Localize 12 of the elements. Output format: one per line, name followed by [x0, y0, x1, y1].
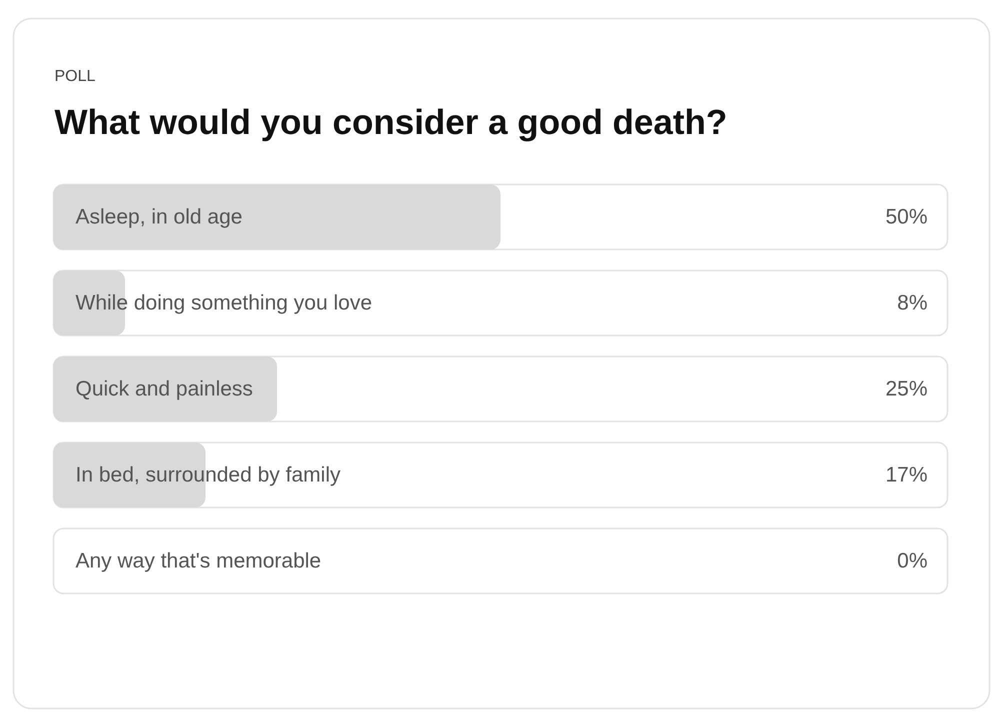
- data-label: 17%: [885, 464, 928, 486]
- data-label: 0%: [897, 550, 928, 572]
- y-tick-label: While doing something you love: [76, 292, 372, 314]
- data-label: 25%: [885, 378, 928, 400]
- y-tick-label: Quick and painless: [76, 378, 253, 400]
- y-tick-label: In bed, surrounded by family: [76, 464, 341, 486]
- y-tick-label: Any way that's memorable: [76, 550, 322, 572]
- data-label: 50%: [885, 206, 928, 228]
- data-label: 8%: [897, 292, 928, 314]
- chart-title: What would you consider a good death?: [54, 103, 728, 142]
- text: POLL: [54, 68, 96, 85]
- y-tick-label: Asleep, in old age: [76, 206, 242, 228]
